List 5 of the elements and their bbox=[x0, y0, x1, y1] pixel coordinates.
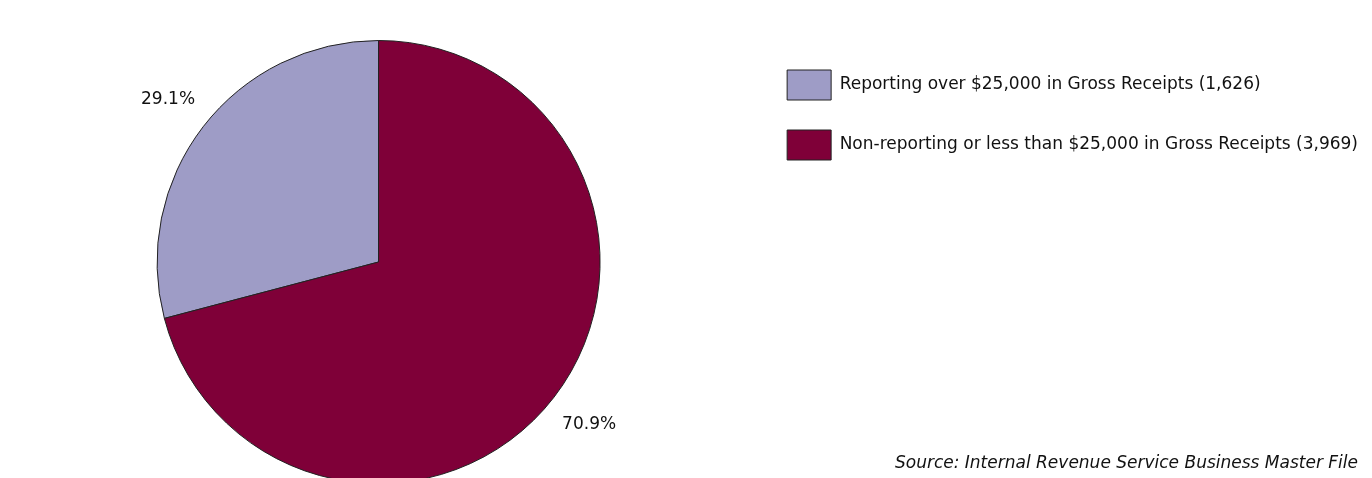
legend-label: Reporting over $25,000 in Gross Receipts (1,626) bbox=[839, 73, 1261, 94]
legend-label: Non-reporting or less than $25,000 in Gross Receipts (3,969) bbox=[839, 133, 1359, 154]
data-label: 70.9% bbox=[562, 412, 617, 433]
data-label: 29.1% bbox=[141, 88, 196, 109]
source-note: Source: Internal Revenue Service Business Master File bbox=[894, 452, 1358, 472]
